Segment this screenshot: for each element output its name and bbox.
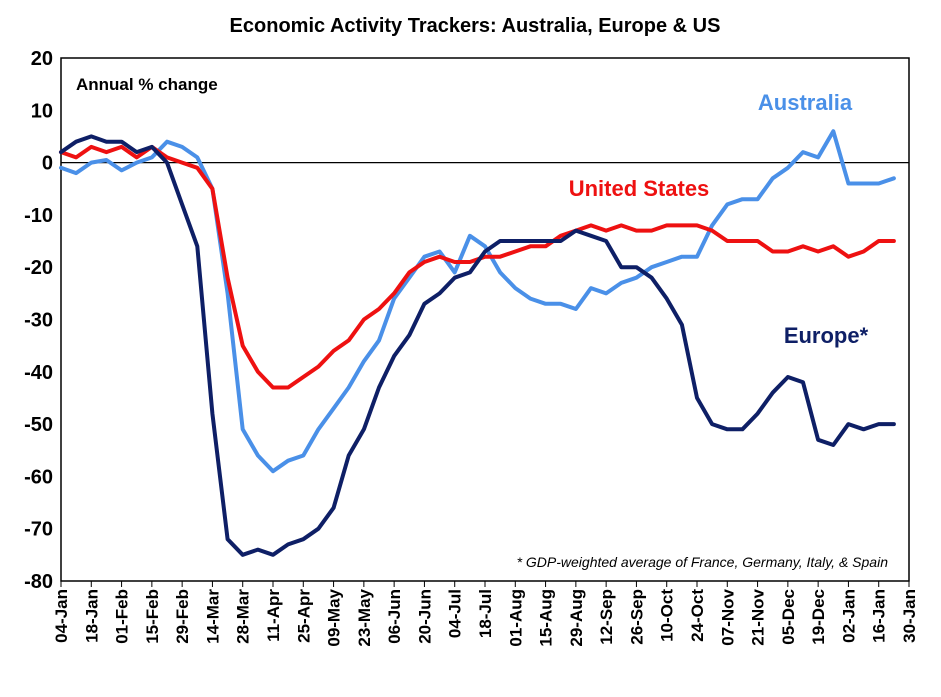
x-tick-label: 09-May — [325, 588, 344, 646]
y-tick-label: -40 — [24, 362, 53, 384]
x-tick-label: 29-Feb — [173, 589, 192, 644]
x-tick-label: 11-Apr — [264, 589, 283, 642]
y-tick-label: 20 — [31, 48, 53, 70]
x-tick-label: 15-Feb — [143, 589, 162, 644]
x-tick-label: 14-Mar — [203, 589, 222, 644]
y-tick-label: -30 — [24, 310, 53, 332]
x-tick-label: 15-Aug — [537, 589, 556, 647]
x-tick-label: 25-Apr — [294, 589, 313, 643]
x-tick-label: 16-Jan — [870, 589, 889, 643]
x-tick-label: 28-Mar — [234, 589, 253, 644]
y-tick-label: -60 — [24, 466, 53, 488]
x-tick-label: 07-Nov — [718, 588, 737, 645]
x-tick-label: 12-Sep — [597, 589, 616, 645]
footnote: * GDP-weighted average of France, German… — [517, 554, 889, 570]
x-tick-label: 01-Feb — [113, 589, 132, 644]
series-label-united-states: United States — [569, 176, 710, 201]
series-line-australia — [59, 129, 896, 474]
x-tick-label: 04-Jul — [446, 589, 465, 638]
x-tick-label: 04-Jan — [52, 589, 71, 643]
x-tick-label: 06-Jun — [385, 589, 404, 644]
y-tick-label: 0 — [42, 153, 53, 175]
chart-title: Economic Activity Trackers: Australia, E… — [230, 15, 721, 37]
y-tick-label: -20 — [24, 257, 53, 279]
x-axis: 04-Jan 18-Jan 01-Feb 15-Feb 29-Feb 14-Mar 28-M… — [52, 581, 919, 647]
x-tick-label: 26-Sep — [627, 589, 646, 645]
x-tick-label: 18-Jul — [476, 589, 495, 638]
x-tick-label: 20-Jun — [415, 589, 434, 644]
x-tick-label: 02-Jan — [839, 589, 858, 643]
series-group — [59, 129, 896, 557]
y-tick-label: -50 — [24, 414, 53, 436]
y-tick-label: 10 — [31, 100, 53, 122]
x-tick-label: 19-Dec — [809, 589, 828, 645]
x-tick-label: 23-May — [355, 588, 374, 646]
series-line-europe — [59, 134, 896, 557]
x-tick-label: 01-Aug — [506, 589, 525, 647]
y-axis: 20 10 0 -10 -20 -30 -40 -50 -60 -70 -80 — [24, 48, 53, 593]
x-tick-label: 18-Jan — [82, 589, 101, 643]
plot-area — [60, 57, 910, 582]
series-label-australia: Australia — [758, 90, 853, 115]
unit-label: Annual % change — [76, 75, 218, 94]
y-tick-label: -70 — [24, 519, 53, 541]
x-tick-label: 30-Jan — [900, 589, 919, 643]
x-tick-label: 24-Oct — [688, 589, 707, 642]
y-tick-label: -80 — [24, 571, 53, 593]
x-tick-label: 21-Nov — [749, 588, 768, 645]
x-tick-label: 05-Dec — [779, 589, 798, 645]
y-tick-label: -10 — [24, 205, 53, 227]
x-tick-label: 10-Oct — [658, 589, 677, 642]
series-label-europe: Europe* — [784, 323, 869, 348]
x-tick-label: 29-Aug — [567, 589, 586, 647]
